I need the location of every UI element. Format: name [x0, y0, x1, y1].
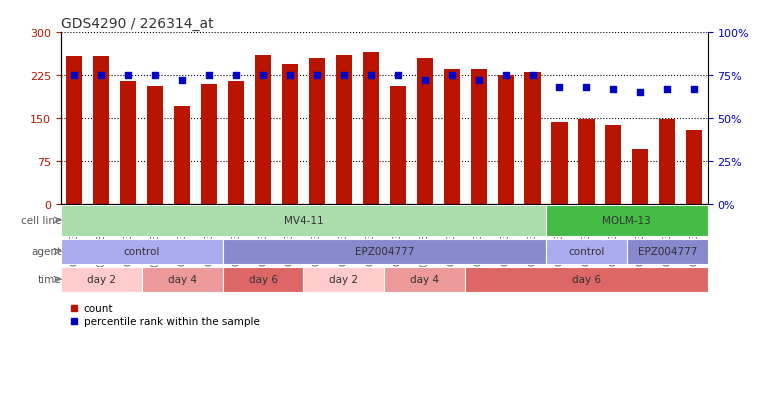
Bar [444, 70, 460, 204]
Point [446, 72, 458, 79]
Text: time: time [38, 275, 62, 285]
Text: GDS4290 / 226314_at: GDS4290 / 226314_at [61, 17, 214, 31]
FancyBboxPatch shape [61, 206, 546, 237]
FancyBboxPatch shape [222, 240, 546, 265]
FancyBboxPatch shape [61, 268, 142, 293]
Point [527, 72, 539, 79]
Text: day 4: day 4 [167, 275, 196, 285]
Text: day 6: day 6 [572, 275, 601, 285]
Bar [417, 59, 433, 204]
Point [581, 84, 593, 91]
Point [634, 90, 646, 96]
FancyBboxPatch shape [546, 240, 627, 265]
Point [607, 86, 619, 93]
Bar [659, 120, 676, 204]
FancyBboxPatch shape [465, 268, 708, 293]
Point [230, 72, 242, 79]
Bar [147, 87, 164, 204]
Text: cell line: cell line [21, 216, 62, 225]
FancyBboxPatch shape [384, 268, 465, 293]
Point [149, 72, 161, 79]
Point [419, 78, 431, 84]
Bar [201, 84, 217, 204]
Bar [93, 57, 110, 204]
Text: MV4-11: MV4-11 [284, 216, 323, 225]
Point [553, 84, 565, 91]
Bar [524, 73, 540, 204]
Point [499, 72, 511, 79]
Point [661, 86, 673, 93]
Text: control: control [568, 247, 605, 256]
Legend: count, percentile rank within the sample: count, percentile rank within the sample [66, 299, 264, 331]
Point [392, 72, 404, 79]
Point [68, 72, 81, 79]
Point [365, 72, 377, 79]
FancyBboxPatch shape [222, 268, 304, 293]
Text: day 4: day 4 [410, 275, 439, 285]
Text: EPZ004777: EPZ004777 [355, 247, 414, 256]
Bar [686, 131, 702, 204]
Point [123, 72, 135, 79]
Bar [605, 126, 622, 204]
Bar [282, 64, 298, 204]
Point [176, 78, 188, 84]
Bar [470, 70, 487, 204]
Bar [309, 59, 325, 204]
FancyBboxPatch shape [142, 268, 222, 293]
Point [203, 72, 215, 79]
Text: day 2: day 2 [330, 275, 358, 285]
Point [338, 72, 350, 79]
Text: MOLM-13: MOLM-13 [603, 216, 651, 225]
Point [688, 86, 700, 93]
Bar [255, 56, 271, 204]
Text: control: control [123, 247, 160, 256]
Point [310, 72, 323, 79]
Bar [336, 56, 352, 204]
Bar [390, 87, 406, 204]
Bar [66, 57, 82, 204]
Bar [552, 123, 568, 204]
Text: agent: agent [31, 247, 62, 256]
Point [257, 72, 269, 79]
Text: day 6: day 6 [249, 275, 278, 285]
Bar [498, 76, 514, 204]
FancyBboxPatch shape [304, 268, 384, 293]
FancyBboxPatch shape [627, 240, 708, 265]
Bar [578, 120, 594, 204]
Bar [363, 53, 379, 204]
FancyBboxPatch shape [546, 206, 708, 237]
Point [284, 72, 296, 79]
Bar [228, 81, 244, 204]
Bar [174, 107, 190, 204]
Text: day 2: day 2 [87, 275, 116, 285]
Point [95, 72, 107, 79]
Point [473, 78, 485, 84]
FancyBboxPatch shape [61, 240, 222, 265]
Text: EPZ004777: EPZ004777 [638, 247, 697, 256]
Bar [120, 81, 136, 204]
Bar [632, 150, 648, 204]
